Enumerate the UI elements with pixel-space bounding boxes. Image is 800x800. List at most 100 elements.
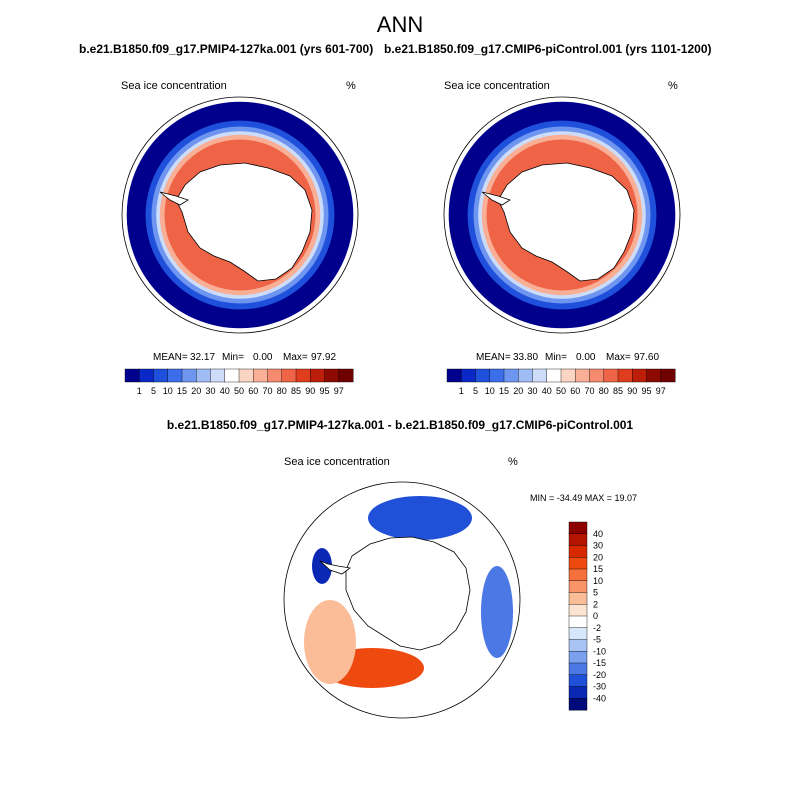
min-label: Min= [222,352,244,363]
colorbar-swatch [568,615,588,629]
panel-1-variable-label: Sea ice concentration [121,80,227,92]
colorbar-tick-label: 85 [291,386,301,396]
panel-1-stats: MEAN= 32.17 Min= 0.00 Max= 97.92 [153,352,336,363]
min-value: 0.00 [253,352,273,363]
colorbar-swatch [568,662,588,676]
max-value: 97.92 [311,352,336,363]
panel-3-title: b.e21.B1850.f09_g17.PMIP4-127ka.001 - b.… [167,418,634,432]
colorbar-swatch [167,368,183,383]
colorbar-tick-label: 0 [593,611,598,621]
panel-3-stats: MIN = -34.49 MAX = 19.07 [530,493,637,503]
colorbar-tick-label: 80 [277,386,287,396]
panel-2-map-border [443,96,681,334]
colorbar-swatch [324,368,340,383]
colorbar-tick-label: 80 [599,386,609,396]
colorbar-swatch [546,368,562,383]
colorbar-swatch [568,592,588,605]
colorbar-tick-label: 90 [305,386,315,396]
colorbar-swatch [224,368,240,383]
colorbar-swatch [181,368,197,383]
colorbar-tick-label: -5 [593,635,601,645]
colorbar-tick-label: 20 [513,386,523,396]
colorbar-tick-label: 5 [593,588,598,598]
mean-value: 32.17 [190,352,215,363]
colorbar-tick-label: -10 [593,646,606,656]
colorbar-tick-label: 20 [593,552,603,562]
anomaly-pacific-outer-band [304,600,356,684]
mean-label: MEAN= [153,352,188,363]
colorbar-swatch [617,368,633,383]
panel-3-variable-label: Sea ice concentration [284,456,390,468]
colorbar-tick-label: 70 [584,386,594,396]
antarctica-landmass [175,162,313,282]
panel-1-polar-map [121,96,359,334]
mean-label: MEAN= [476,352,511,363]
colorbar-swatch [124,368,140,383]
colorbar-swatch [196,368,212,383]
colorbar-tick-label: 5 [473,386,478,396]
colorbar-swatch [568,686,588,699]
max-label: Max= [606,352,631,363]
colorbar-swatch [603,368,619,383]
colorbar-swatch [210,368,226,383]
max-value: 97.60 [634,352,659,363]
colorbar-tick-label: 15 [177,386,187,396]
panel-2-unit-label: % [668,80,678,92]
colorbar-tick-label: 10 [163,386,173,396]
colorbar-swatch [139,368,155,383]
colorbar-swatch [568,580,588,594]
colorbar-tick-label: -40 [593,693,606,703]
colorbar-tick-label: 40 [542,386,552,396]
colorbar-swatch [568,557,588,570]
colorbar-swatch [532,368,548,383]
colorbar-tick-label: 40 [593,529,603,539]
panel-2-colorbar: 1 5 10 15 20 30 40 50 60 70 80 85 90 95 97 [446,368,676,396]
anomaly-indian-ocean-sector [481,566,513,658]
colorbar-swatch [461,368,477,383]
colorbar-swatch [310,368,326,383]
colorbar-tick-label: 30 [527,386,537,396]
colorbar-swatch [503,368,519,383]
colorbar-tick-label: 95 [319,386,329,396]
min-label: Min= [545,352,567,363]
colorbar-swatch [632,368,648,383]
colorbar-swatch [560,368,576,383]
panel-3-map-border [283,481,521,719]
colorbar-tick-label: 50 [234,386,244,396]
colorbar-tick-label: 40 [220,386,230,396]
colorbar-swatch [660,368,676,383]
colorbar-tick-label: 85 [613,386,623,396]
colorbar-swatch [446,368,462,383]
colorbar-swatch [489,368,505,383]
colorbar-swatch [568,545,588,558]
colorbar-tick-label: 15 [499,386,509,396]
colorbar-tick-label: 95 [641,386,651,396]
colorbar-tick-label: -30 [593,682,606,692]
colorbar-swatch [568,533,588,547]
colorbar-tick-label: 5 [151,386,156,396]
antarctic-peninsula [319,560,351,575]
mean-value: 33.80 [513,352,538,363]
colorbar-tick-label: 60 [570,386,580,396]
colorbar-swatch [575,368,591,383]
panel-3-difference-map [283,481,521,719]
colorbar-tick-label: 50 [556,386,566,396]
colorbar-tick-label: 30 [593,541,603,551]
colorbar-tick-label: -2 [593,623,601,633]
panel-2-title: b.e21.B1850.f09_g17.CMIP6-piControl.001 … [384,42,712,56]
panel-1-map-border [121,96,359,334]
colorbar-tick-label: 97 [656,386,666,396]
colorbar-swatch [568,604,588,617]
colorbar-swatch [475,368,491,383]
panel-2-variable-label: Sea ice concentration [444,80,550,92]
colorbar-swatch [568,698,588,711]
colorbar-tick-label: 60 [248,386,258,396]
anomaly-weddell-sea [368,496,472,540]
colorbar-swatch [281,368,297,383]
antarctica-landmass [345,536,471,651]
colorbar-swatch [568,568,588,582]
colorbar-tick-label: -20 [593,670,606,680]
colorbar-swatch [568,627,588,641]
